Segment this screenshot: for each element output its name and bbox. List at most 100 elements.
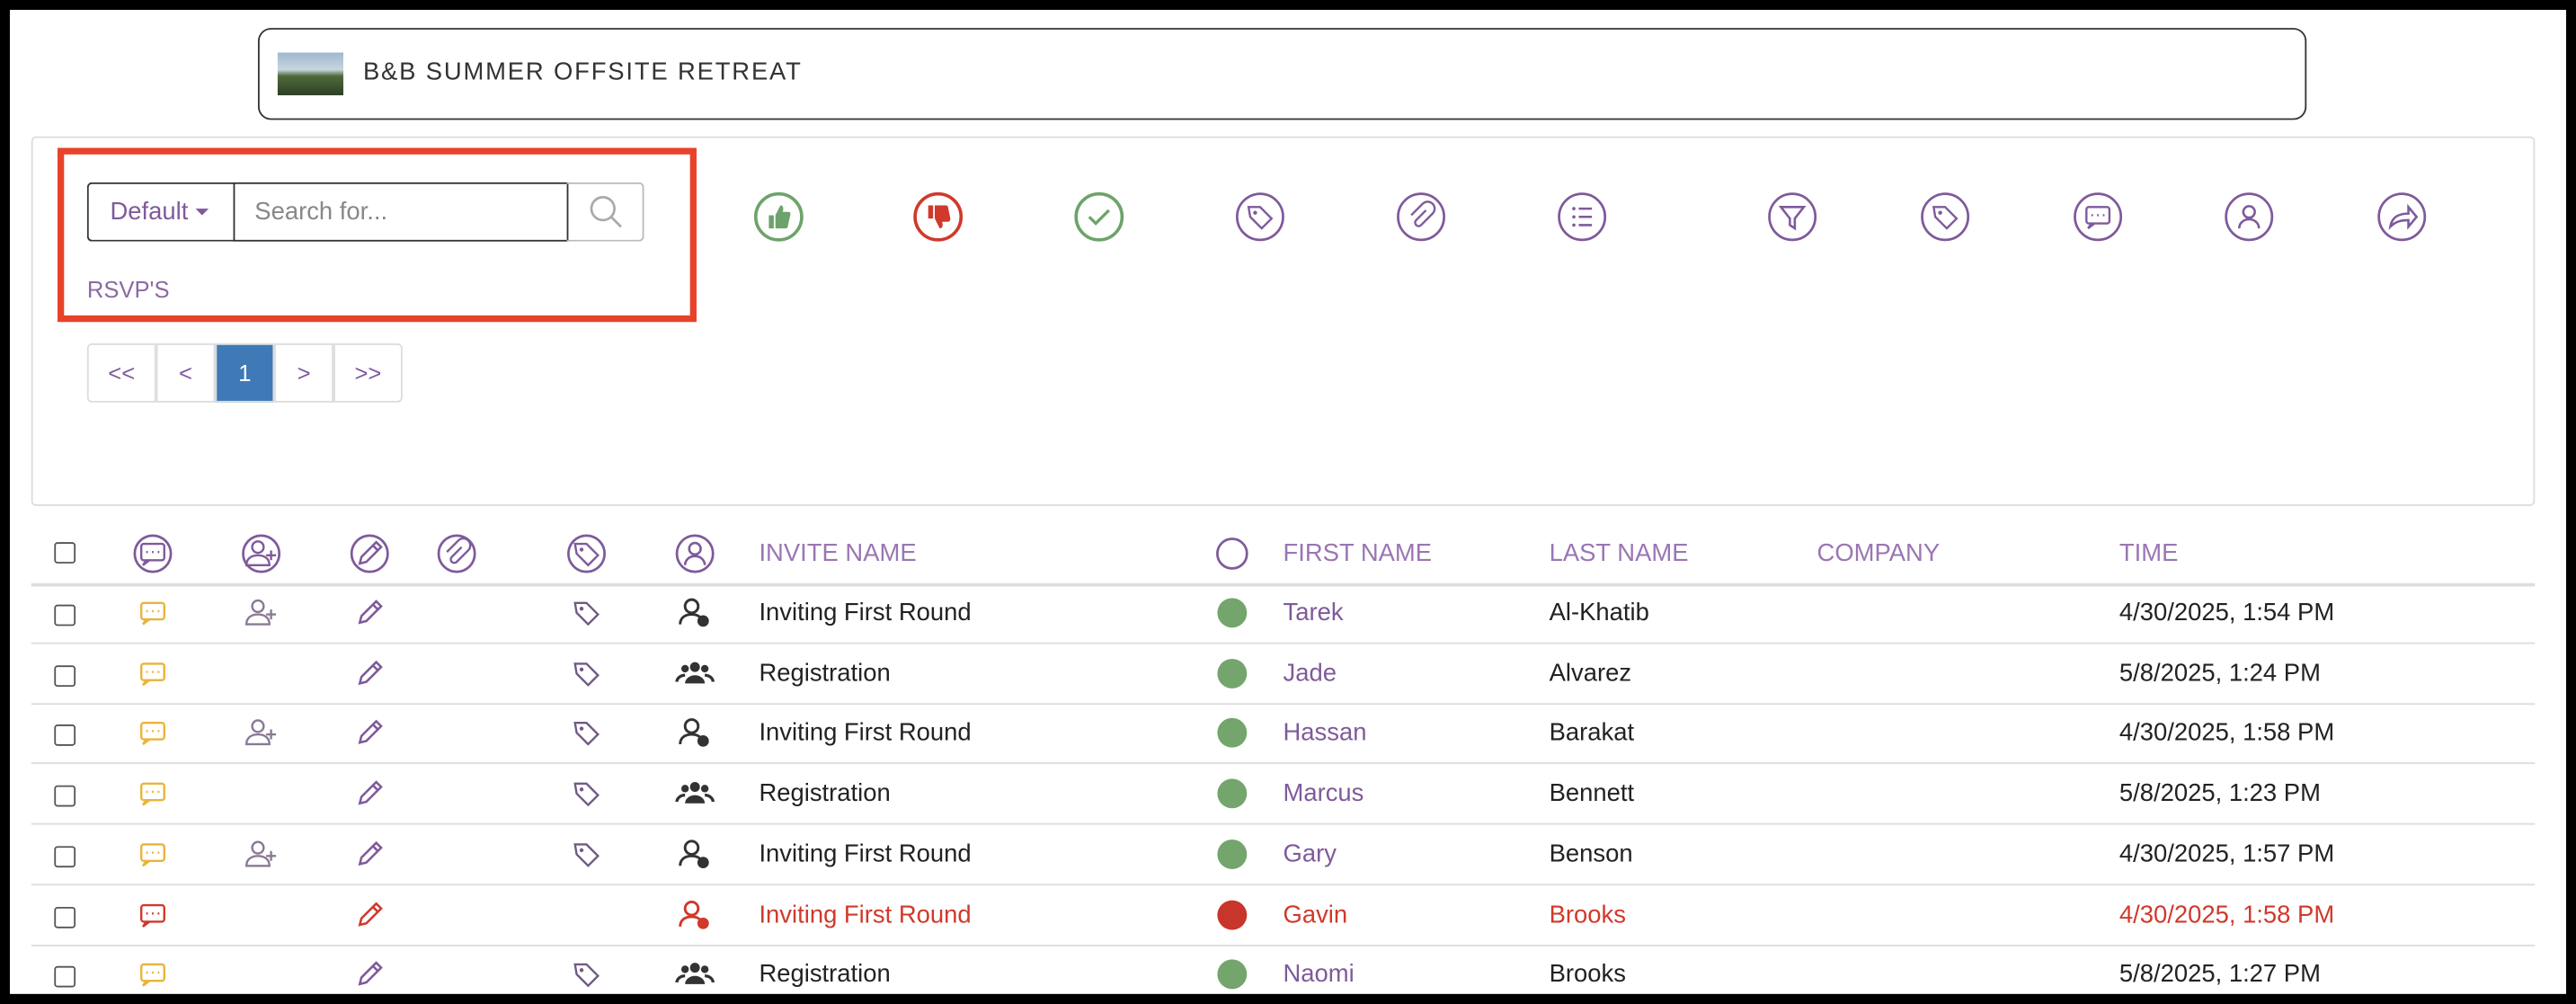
- row-rule: [31, 702, 2536, 705]
- last-name: Bennett: [1549, 779, 1635, 808]
- view-dropdown-label: Default: [110, 198, 189, 227]
- toolbar-thumbDn[interactable]: [911, 191, 964, 243]
- toolbar-clip[interactable]: [1395, 191, 1447, 243]
- checkbox[interactable]: [54, 724, 76, 747]
- checkbox[interactable]: [54, 845, 76, 867]
- checkbox[interactable]: [54, 785, 76, 807]
- page-button[interactable]: >: [274, 343, 334, 403]
- edit-icon[interactable]: [343, 587, 395, 639]
- row-rule: [31, 883, 2536, 885]
- search-input[interactable]: [233, 182, 569, 242]
- guest-icon: [679, 840, 709, 868]
- toolbar-share[interactable]: [2376, 191, 2428, 243]
- first-name[interactable]: Gavin: [1283, 900, 1348, 928]
- guest-icon: [679, 900, 709, 928]
- status-dot: [1217, 778, 1248, 809]
- toolbar-check[interactable]: [1073, 191, 1125, 243]
- time: 5/8/2025, 1:27 PM: [2119, 960, 2321, 989]
- tag-icon[interactable]: [560, 948, 612, 994]
- first-name[interactable]: Hassan: [1283, 719, 1367, 748]
- checkbox[interactable]: [54, 664, 76, 687]
- comment-icon[interactable]: [127, 707, 179, 760]
- toolbar-thumbUp[interactable]: [752, 191, 804, 243]
- guest-icon: [675, 662, 715, 683]
- column-header: TIME: [2119, 539, 2179, 568]
- column-header: COMPANY: [1817, 539, 1941, 568]
- toolbar-filter[interactable]: [1766, 191, 1818, 243]
- time: 4/30/2025, 1:58 PM: [2119, 900, 2335, 928]
- toolbar-tag[interactable]: [1234, 191, 1286, 243]
- search-icon: [590, 195, 622, 228]
- toolbar-tag[interactable]: [1919, 191, 1971, 243]
- page-button[interactable]: <<: [86, 343, 156, 403]
- column-header: LAST NAME: [1549, 539, 1689, 568]
- comment-icon[interactable]: [127, 888, 179, 940]
- plus-one-icon[interactable]: [235, 828, 287, 880]
- highlight-box: [57, 147, 697, 323]
- invite-name: Inviting First Round: [759, 599, 972, 627]
- first-name[interactable]: Naomi: [1283, 960, 1355, 989]
- checkbox[interactable]: [54, 906, 76, 928]
- row-rule: [31, 762, 2536, 765]
- column-icon: [567, 534, 607, 573]
- last-name: Al-Khatib: [1549, 599, 1649, 627]
- time: 5/8/2025, 1:23 PM: [2119, 779, 2321, 808]
- plus-one-icon[interactable]: [235, 707, 287, 760]
- tag-icon[interactable]: [560, 707, 612, 760]
- toolbar-list[interactable]: [1556, 191, 1608, 243]
- guest-icon: [675, 782, 715, 804]
- tag-icon[interactable]: [560, 828, 612, 880]
- column-icon: [437, 534, 476, 573]
- edit-icon[interactable]: [343, 828, 395, 880]
- toolbar-user[interactable]: [2223, 191, 2275, 243]
- status-dot: [1217, 658, 1248, 689]
- search-placeholder: Search for...: [254, 198, 388, 227]
- last-name: Barakat: [1549, 719, 1635, 748]
- first-name[interactable]: Jade: [1283, 659, 1337, 688]
- last-name: Brooks: [1549, 900, 1626, 928]
- page-button[interactable]: >>: [333, 343, 403, 403]
- event-title: B&B SUMMER OFFSITE RETREAT: [362, 58, 803, 86]
- first-name[interactable]: Gary: [1283, 840, 1337, 868]
- invite-name: Registration: [759, 779, 891, 808]
- column-icon: [350, 534, 389, 573]
- time: 4/30/2025, 1:58 PM: [2119, 719, 2335, 748]
- search-button[interactable]: [566, 182, 644, 242]
- status-column-icon: [1216, 538, 1248, 570]
- app: B&B SUMMER OFFSITE RETREAT Default Searc…: [9, 9, 2567, 994]
- edit-icon[interactable]: [343, 768, 395, 820]
- toolbar-chat[interactable]: [2072, 191, 2124, 243]
- last-name: Alvarez: [1549, 659, 1632, 688]
- invite-name: Inviting First Round: [759, 719, 972, 748]
- edit-icon[interactable]: [343, 948, 395, 994]
- comment-icon[interactable]: [127, 647, 179, 699]
- comment-icon[interactable]: [127, 587, 179, 639]
- checkbox[interactable]: [54, 966, 76, 988]
- first-name[interactable]: Marcus: [1283, 779, 1364, 808]
- comment-icon[interactable]: [127, 828, 179, 880]
- column-icon: [675, 534, 715, 573]
- view-dropdown[interactable]: [86, 182, 235, 242]
- edit-icon[interactable]: [343, 647, 395, 699]
- checkbox[interactable]: [54, 604, 76, 626]
- edit-icon[interactable]: [343, 888, 395, 940]
- first-name[interactable]: Tarek: [1283, 599, 1344, 627]
- page-button[interactable]: <: [155, 343, 216, 403]
- time: 4/30/2025, 1:57 PM: [2119, 840, 2335, 868]
- comment-icon[interactable]: [127, 768, 179, 820]
- tag-icon[interactable]: [560, 647, 612, 699]
- column-icon: [242, 534, 281, 573]
- checkbox[interactable]: [54, 542, 76, 564]
- invite-name: Registration: [759, 960, 891, 989]
- status-dot: [1217, 598, 1248, 628]
- page-button[interactable]: 1: [215, 343, 275, 403]
- comment-icon[interactable]: [127, 948, 179, 994]
- tag-icon[interactable]: [560, 768, 612, 820]
- tag-icon[interactable]: [560, 587, 612, 639]
- edit-icon[interactable]: [343, 707, 395, 760]
- plus-one-icon[interactable]: [235, 587, 287, 639]
- status-dot: [1217, 718, 1248, 749]
- caret: [195, 209, 209, 216]
- invite-name: Inviting First Round: [759, 900, 972, 928]
